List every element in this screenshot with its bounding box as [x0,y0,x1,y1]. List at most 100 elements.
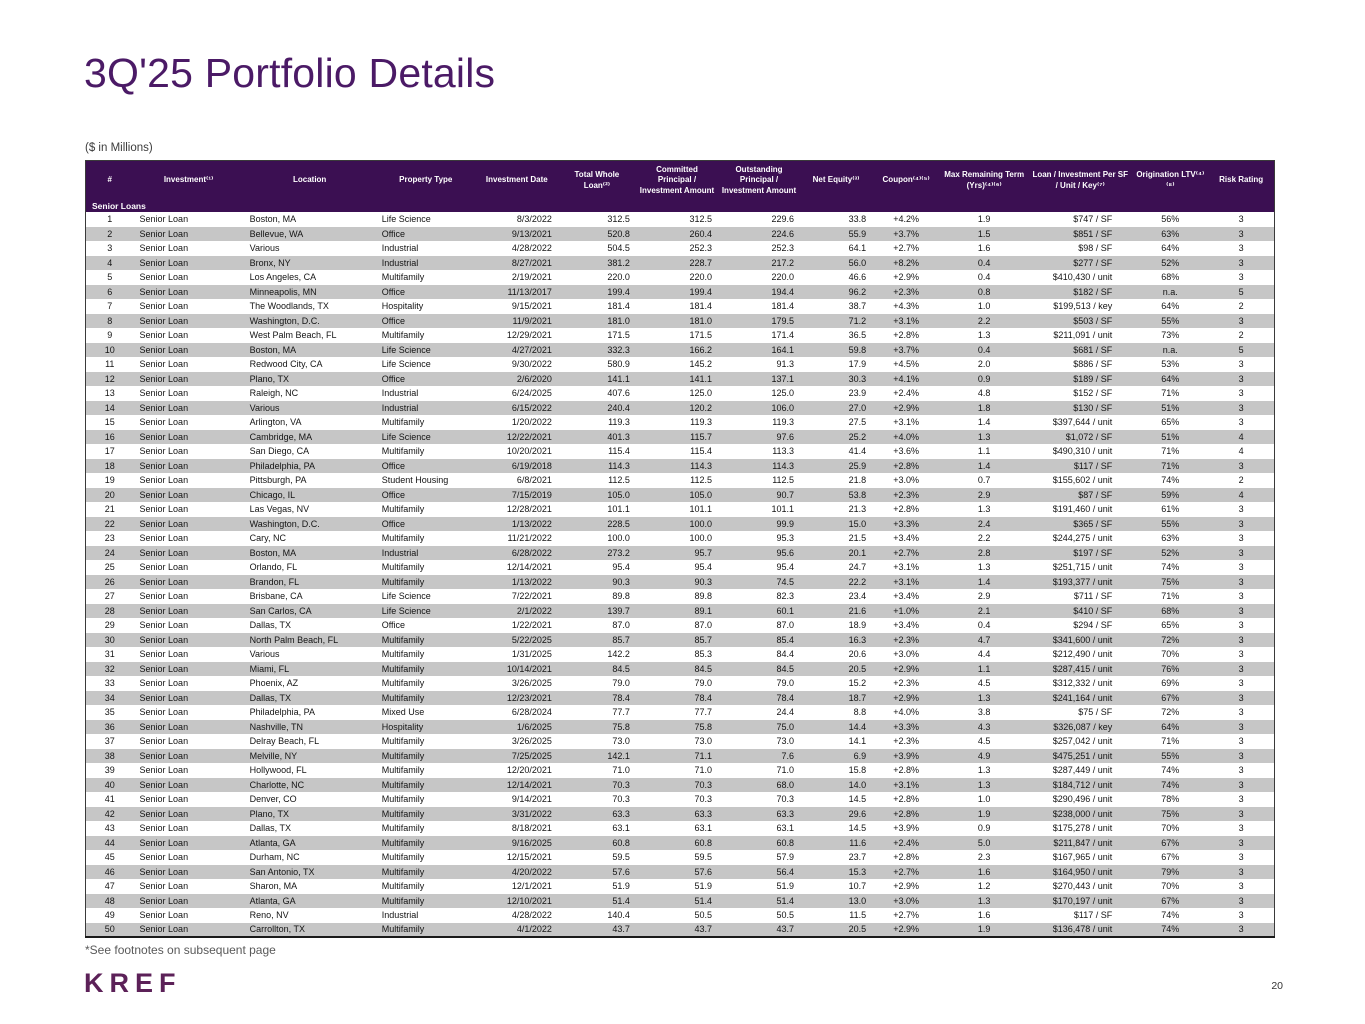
table-cell: 520.8 [557,226,636,242]
table-cell: 77.7 [635,705,718,720]
table-cell: Senior Loan [133,386,244,401]
table-cell: Industrial [375,400,476,416]
table-cell: 16 [85,429,134,445]
table-cell: 504.5 [557,241,636,256]
table-cell: $270,443 / unit [1028,879,1133,894]
table-cell: 50 [85,922,134,938]
table-cell: 44 [85,835,134,851]
table-cell: 23 [85,531,134,546]
page-title: 3Q'25 Portfolio Details [84,50,496,96]
table-cell: 407.6 [557,386,636,401]
table-cell: 3 [1208,748,1275,764]
table-cell: 41.4 [800,444,873,459]
table-cell: 4.5 [940,734,1029,749]
table-cell: 125.0 [635,386,718,401]
table-cell: Senior Loan [133,908,244,923]
table-cell: 18 [85,458,134,474]
table-cell: Senior Loan [133,444,244,459]
table-cell: 75.8 [635,719,718,735]
table-cell: $211,091 / unit [1028,328,1133,343]
table-cell: 89.1 [635,603,718,619]
table-cell: 37 [85,734,134,749]
table-cell: 51.4 [557,893,636,909]
table-cell: 3 [1208,690,1275,706]
table-cell: 17.9 [800,357,873,372]
table-cell: 1/20/2022 [475,415,558,430]
table-cell: 164.1 [717,342,801,358]
table-cell: $238,000 / unit [1028,806,1133,822]
table-cell: 10/14/2021 [475,661,558,677]
table-cell: 15.2 [800,676,873,691]
table-cell: $155,602 / unit [1028,473,1133,488]
table-cell: Multifamily [375,734,476,749]
table-cell: Senior Loan [133,850,244,865]
table-cell: Senior Loan [133,922,244,938]
table-cell: 82.3 [717,589,801,604]
page-number: 20 [1271,980,1283,992]
table-cell: 60.8 [635,835,718,851]
table-cell: Multifamily [375,328,476,343]
table-cell: 17 [85,444,134,459]
table-cell: Senior Loan [133,560,244,575]
table-cell: 20.5 [800,922,873,938]
table-cell: 1.9 [940,922,1029,938]
table-cell: 14.0 [800,777,873,793]
units-label: ($ in Millions) [85,142,153,154]
table-cell: 179.5 [717,313,801,329]
table-cell: 101.1 [717,502,801,517]
table-cell: 1/13/2022 [475,574,558,590]
table-cell: 74.5 [717,574,801,590]
table-cell: $1,072 / SF [1028,429,1133,445]
table-cell: 18.9 [800,618,873,633]
table-cell: 40 [85,777,134,793]
table-cell: +3.4% [872,618,941,633]
table-cell: Senior Loan [133,241,244,256]
table-cell: 71% [1132,458,1209,474]
table-cell: 2.2 [940,313,1029,329]
table-cell: 60.8 [557,835,636,851]
table-cell: 12/20/2021 [475,763,558,778]
table-cell: Senior Loan [133,806,244,822]
table-cell: 70% [1132,879,1209,894]
table-cell: Life Science [375,357,476,372]
table-cell: 2.9 [940,589,1029,604]
table-cell: 75% [1132,806,1209,822]
table-cell: 70.3 [635,792,718,807]
table-cell: n.a. [1132,284,1209,300]
table-cell: Senior Loan [133,458,244,474]
table-cell: +3.9% [872,821,941,836]
table-cell: 46 [85,864,134,880]
table-cell: 84.4 [717,647,801,662]
table-cell: +2.3% [872,284,941,300]
table-cell: 52% [1132,255,1209,271]
table-cell: Senior Loan [133,835,244,851]
table-cell: 8/3/2022 [475,212,558,227]
table-cell: 67% [1132,850,1209,865]
table-cell: 1.0 [940,299,1029,314]
table-cell: 1.3 [940,560,1029,575]
table-cell: $290,496 / unit [1028,792,1133,807]
table-cell: 7 [85,299,134,314]
table-cell: 3 [1208,922,1275,938]
table-cell: Senior Loan [133,357,244,372]
table-cell: 1.4 [940,415,1029,430]
table-cell: 0.9 [940,371,1029,387]
table-cell: 51% [1132,400,1209,416]
table-cell: $747 / SF [1028,212,1133,227]
table-cell: Multifamily [375,661,476,677]
table-cell: 112.5 [717,473,801,488]
table-cell: 115.7 [635,429,718,445]
table-cell: 11.5 [800,908,873,923]
table-cell: $475,251 / unit [1028,748,1133,764]
table-cell: Durham, NC [243,850,376,865]
table-cell: 3 [1208,357,1275,372]
table-cell: 3 [85,241,134,256]
table-cell: Delray Beach, FL [243,734,376,749]
table-cell: +4.5% [872,357,941,372]
table-cell: 16.3 [800,632,873,648]
column-header: Investment⁽¹⁾ [133,160,244,201]
table-cell: 141.1 [557,371,636,387]
table-cell: 45 [85,850,134,865]
table-cell: +4.2% [872,212,941,227]
table-cell: 70.3 [635,777,718,793]
